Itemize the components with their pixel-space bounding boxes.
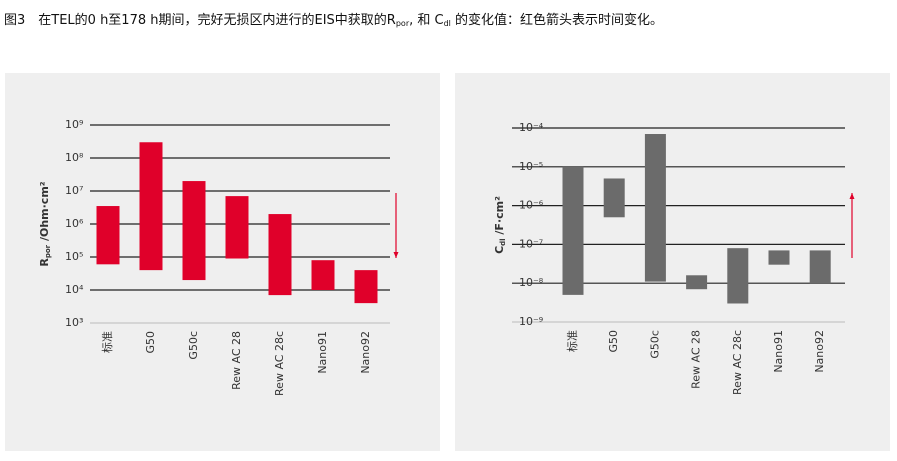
title-part: 的变化值：红色箭头表示时间变化。 <box>451 12 663 28</box>
range-bar <box>727 248 749 304</box>
range-bar <box>768 250 790 265</box>
y-tick-label: 10⁻⁴ <box>519 121 544 134</box>
x-tick-label: Nano91 <box>316 331 329 374</box>
range-bar <box>139 142 163 271</box>
range-bar <box>225 196 249 259</box>
x-tick-label: Nano91 <box>772 330 785 373</box>
title-sub: dl <box>444 19 451 28</box>
y-tick-label: 10⁻⁵ <box>519 160 543 173</box>
figure-title: 图3 在TEL的0 h至178 h期间，完好无损区内进行的EIS中获取的Rpor… <box>4 12 663 28</box>
y-axis-label-part: R <box>38 258 51 267</box>
y-axis-label: Cdl /F·cm² <box>493 196 507 254</box>
title-part: , 和 C <box>409 13 443 28</box>
x-tick-label: Nano92 <box>813 330 826 373</box>
x-tick-label: Rew AC 28c <box>273 331 286 396</box>
y-tick-label: 10³ <box>65 316 83 329</box>
y-tick-label: 10⁻⁹ <box>519 315 543 328</box>
title-part: 图3 在TEL的0 h至178 h期间，完好无损区内进行的EIS中获取的R <box>4 12 396 28</box>
range-bar <box>268 214 292 296</box>
range-bar <box>562 166 584 295</box>
y-axis-label-part: /Ohm·cm² <box>38 181 51 245</box>
y-tick-label: 10⁻⁸ <box>519 276 544 289</box>
y-tick-label: 10⁴ <box>65 283 84 296</box>
x-tick-label: Rew AC 28c <box>731 330 744 395</box>
x-tick-label: 标准 <box>565 330 579 352</box>
range-bar <box>603 178 625 218</box>
y-tick-label: 10⁻⁷ <box>519 237 543 250</box>
y-axis-label-part: C <box>493 246 506 254</box>
range-bar <box>809 250 831 284</box>
x-tick-label: Rew AC 28 <box>690 330 703 389</box>
x-tick-label: G50c <box>648 330 661 359</box>
y-tick-label: 10⁶ <box>65 217 84 230</box>
y-tick-label: 10⁸ <box>65 151 84 164</box>
range-bar <box>686 275 708 290</box>
title-sub: por <box>396 19 410 28</box>
x-tick-label: G50c <box>187 331 200 360</box>
range-bar <box>96 206 120 265</box>
y-tick-label: 10⁻⁶ <box>519 199 544 212</box>
x-tick-label: 标准 <box>100 331 114 353</box>
y-tick-label: 10⁷ <box>65 184 83 197</box>
range-bar <box>182 181 206 281</box>
time-arrow-head <box>393 252 399 258</box>
y-axis-label-part: /F·cm² <box>493 196 506 239</box>
range-bar <box>644 134 666 282</box>
x-tick-label: G50 <box>144 331 157 354</box>
x-tick-label: Nano92 <box>359 331 372 374</box>
time-arrow-head <box>849 193 855 199</box>
y-tick-label: 10⁵ <box>65 250 83 263</box>
x-tick-label: Rew AC 28 <box>230 331 243 390</box>
panel <box>5 73 440 451</box>
range-bar <box>311 260 335 290</box>
range-bar <box>354 270 378 304</box>
x-tick-label: G50 <box>607 330 620 353</box>
y-axis-label-part: por <box>44 244 52 258</box>
y-tick-label: 10⁹ <box>65 118 83 131</box>
y-axis-label: Rpor /Ohm·cm² <box>38 181 52 266</box>
y-axis-label-part: dl <box>499 238 507 245</box>
